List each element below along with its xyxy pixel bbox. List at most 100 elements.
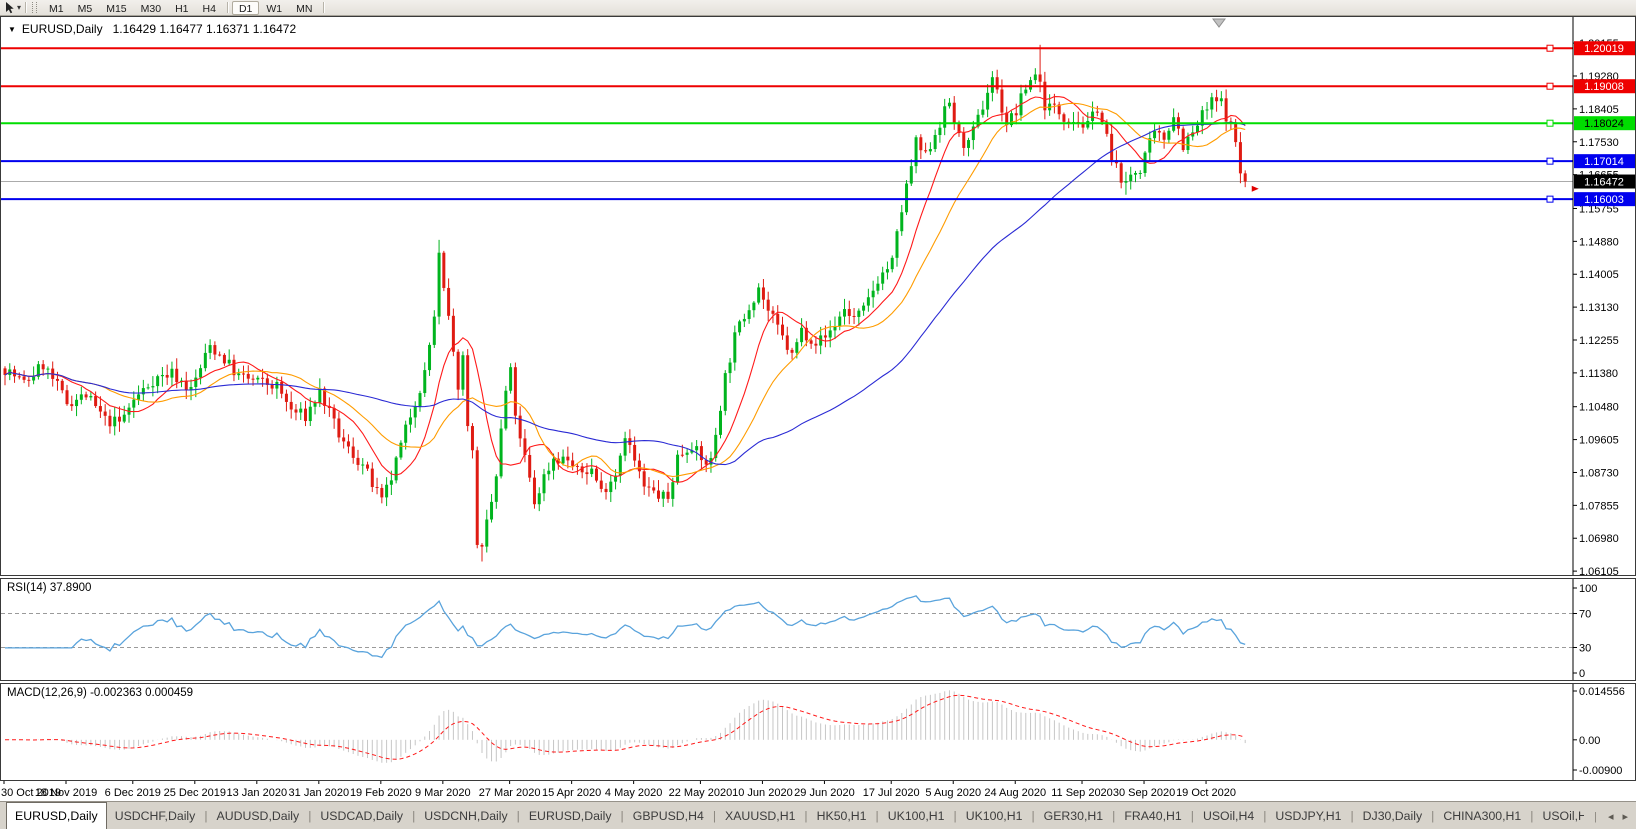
macd-tick-label: 0.00	[1579, 735, 1600, 747]
date-label: 15 Apr 2020	[542, 787, 601, 799]
svg-text:1.20019: 1.20019	[1584, 43, 1624, 55]
tab-scroll-controls: | ◂ ▸	[1584, 803, 1636, 829]
price-line-badge: 1.19008	[1574, 79, 1635, 94]
date-label: 18 Nov 2019	[35, 787, 97, 799]
macd-panel: MACD(12,26,9) -0.002363 0.000459 0.01455…	[0, 683, 1636, 781]
toolbar-grip[interactable]	[32, 2, 38, 13]
price-line-badge: 1.17014	[1574, 154, 1635, 169]
timeframe-button-d1[interactable]: D1	[231, 0, 260, 15]
rsi-line	[5, 595, 1246, 659]
price-tick-label: 1.15755	[1579, 203, 1619, 215]
toolbar-separator	[323, 2, 325, 13]
rsi-tick-label: 0	[1579, 668, 1585, 680]
macd-chart: 0.014556 0.00 -0.00900	[4, 684, 1625, 780]
date-label: 30 Oct 2019	[1, 787, 61, 799]
price-tick-label: 1.08730	[1579, 467, 1619, 479]
timeframe-button-m1[interactable]: M1	[49, 2, 64, 15]
chart-tab[interactable]: EURUSD,Daily	[6, 802, 107, 829]
chart-tab[interactable]: EURUSD,Daily	[528, 808, 612, 823]
line-handle[interactable]	[1546, 82, 1554, 90]
chart-shift-marker[interactable]	[1212, 18, 1226, 28]
timeframe-button-h1[interactable]: H1	[175, 2, 189, 15]
chart-tab[interactable]: HK50,H1	[816, 808, 867, 823]
date-label: 11 Sep 2020	[1051, 787, 1113, 799]
chart-tab[interactable]: AUDUSD,Daily	[216, 808, 300, 823]
chart-tabs: EURUSD,Daily USDCHF,Daily | AUDUSD,Daily | US…	[6, 802, 1602, 829]
cursor-tool-icon[interactable]	[3, 1, 16, 14]
date-label: 4 May 2020	[605, 787, 662, 799]
chart-tab[interactable]: GBPUSD,H4	[632, 808, 704, 823]
date-label: 27 Mar 2020	[479, 787, 541, 799]
timeframe-button-w1[interactable]: W1	[266, 2, 283, 15]
rsi-tick-label: 30	[1579, 643, 1591, 655]
tabbar-separator: |	[1263, 808, 1267, 823]
date-label: 13 Jan 2020	[227, 787, 288, 799]
tabbar-separator: |	[516, 808, 520, 823]
tabbar-separator: |	[1031, 808, 1035, 823]
horizontal-line[interactable]	[1, 44, 1573, 52]
rsi-tick-label: 70	[1579, 609, 1591, 621]
chart-tab[interactable]: USDJPY,H1	[1275, 808, 1342, 823]
timeframe-button-m30[interactable]: M30	[140, 2, 162, 15]
chart-tab[interactable]: UK100,H1	[965, 808, 1023, 823]
price-tick-label: 1.13130	[1579, 302, 1619, 314]
tabbar-separator: |	[1112, 808, 1116, 823]
macd-tick-label: -0.00900	[1579, 765, 1622, 777]
date-label: 25 Dec 2019	[164, 787, 226, 799]
chevron-down-icon[interactable]: ▾	[17, 3, 22, 12]
line-handle[interactable]	[1546, 44, 1554, 52]
date-label: 19 Feb 2020	[350, 787, 412, 799]
price-line-badge: 1.18024	[1574, 116, 1635, 131]
tabbar-separator: |	[1350, 808, 1354, 823]
chart-tab[interactable]: USDCAD,Daily	[320, 808, 404, 823]
horizontal-line[interactable]	[1, 195, 1573, 203]
price-tick-label: 1.18405	[1579, 104, 1619, 116]
horizontal-line[interactable]	[1, 157, 1573, 165]
macd-signal-line	[4, 694, 1246, 760]
chart-title: ▼ EURUSD,Daily 1.16429 1.16477 1.16371 1…	[8, 22, 296, 36]
price-chart[interactable]: 1.201551.192801.184051.175301.166551.157…	[1, 17, 1635, 575]
date-axis: 30 Oct 2019 18 Nov 2019 6 Dec 2019 25 Dec 2…	[0, 781, 1636, 801]
date-label: 6 Dec 2019	[105, 787, 161, 799]
date-label: 22 May 2020	[669, 787, 733, 799]
timeframe-button-m5[interactable]: M5	[77, 2, 93, 15]
rsi-panel: RSI(14) 37.8900 100 70 30 0	[0, 578, 1636, 681]
svg-text:1.19008: 1.19008	[1584, 81, 1624, 93]
price-tick-label: 1.09605	[1579, 435, 1619, 447]
collapse-icon[interactable]: ▼	[8, 24, 16, 34]
date-label: 19 Oct 2020	[1176, 787, 1236, 799]
chart-tab[interactable]: UK100,H1	[887, 808, 945, 823]
line-handle[interactable]	[1546, 157, 1554, 165]
tab-scroll-left-icon[interactable]: ◂	[1607, 811, 1614, 823]
chart-tab[interactable]: USDCHF,Daily	[114, 808, 196, 823]
horizontal-line[interactable]	[1, 82, 1573, 90]
chart-tab[interactable]: CHINA300,H1	[1443, 808, 1522, 823]
chart-tab[interactable]: USOil,H4	[1202, 808, 1255, 823]
chart-tab[interactable]: FRA40,H1	[1124, 808, 1182, 823]
line-handle[interactable]	[1546, 119, 1554, 127]
svg-text:1.16003: 1.16003	[1584, 194, 1624, 206]
chart-tab[interactable]: USOil,H1	[1542, 808, 1594, 823]
timeframe-button-m15[interactable]: M15	[106, 2, 127, 15]
price-tick-label: 1.11380	[1579, 368, 1618, 380]
price-tick-label: 1.12255	[1579, 335, 1619, 347]
chart-tab[interactable]: XAUUSD,H1	[725, 808, 796, 823]
chart-tab[interactable]: GER30,H1	[1043, 808, 1104, 823]
date-label: 5 Aug 2020	[925, 787, 981, 799]
moving-average-line-10	[4, 96, 1246, 483]
price-line-badge: 1.20019	[1574, 41, 1635, 56]
arrow-object[interactable]	[1251, 185, 1259, 192]
tab-scroll-right-icon[interactable]: ▸	[1622, 811, 1628, 823]
chart-tab[interactable]: DJ30,Daily	[1362, 808, 1423, 823]
timeframe-button-mn[interactable]: MN	[296, 2, 313, 15]
line-handle[interactable]	[1546, 195, 1554, 203]
svg-text:1.16472: 1.16472	[1584, 177, 1624, 189]
chart-tab[interactable]: USDCNH,Daily	[424, 808, 508, 823]
horizontal-line[interactable]	[1, 119, 1573, 127]
timeframe-button-h4[interactable]: H4	[202, 2, 216, 15]
date-label: 17 Jul 2020	[863, 787, 920, 799]
macd-histogram	[9, 690, 1246, 763]
price-tick-label: 1.06980	[1579, 533, 1619, 545]
date-label: 9 Mar 2020	[415, 787, 471, 799]
